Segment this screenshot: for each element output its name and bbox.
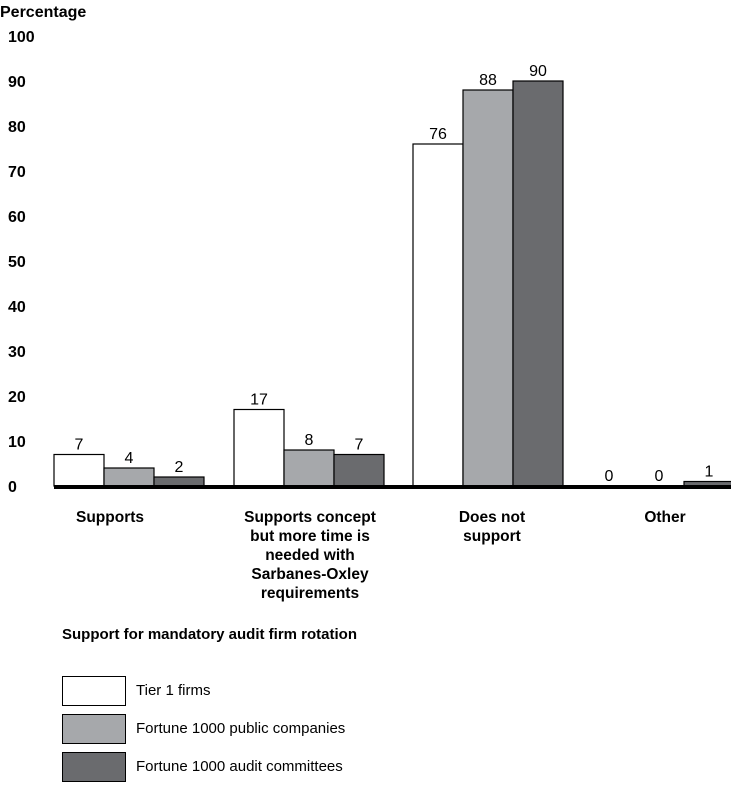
bar-value-label: 1 <box>705 464 714 481</box>
category-label-line: Other <box>644 509 686 526</box>
bar-value-label: 2 <box>175 459 184 476</box>
legend-label-public-companies: Fortune 1000 public companies <box>136 720 346 737</box>
legend-label-tier1: Tier 1 firms <box>136 682 211 699</box>
category-label-line: needed with <box>265 547 355 564</box>
y-tick-label: 90 <box>8 74 26 91</box>
bar <box>283 449 335 487</box>
bar <box>333 453 385 487</box>
legend-label-audit-committees: Fortune 1000 audit committees <box>136 758 343 775</box>
y-tick-label: 30 <box>8 344 26 361</box>
legend-item-audit-committees: Fortune 1000 audit committees <box>62 752 562 784</box>
bar <box>412 143 464 487</box>
bar-value-label: 7 <box>355 437 364 454</box>
bar-value-label: 0 <box>605 468 614 485</box>
category-label-line: Supports <box>75 509 145 526</box>
bar-value-label: 7 <box>75 437 84 454</box>
x-axis-title: Support for mandatory audit firm rotatio… <box>62 626 357 643</box>
y-tick-label: 100 <box>8 29 35 46</box>
bar <box>53 453 105 487</box>
y-tick-label: 20 <box>8 389 26 406</box>
category-label-line: but more time is <box>250 528 370 545</box>
bar <box>153 476 205 487</box>
legend-swatch-tier1 <box>62 676 126 706</box>
y-tick-label: 50 <box>8 254 26 271</box>
bar-value-label: 0 <box>655 468 664 485</box>
bar-value-label: 8 <box>305 432 314 449</box>
category-label-supports-concept: Supports concept but more time is needed w… <box>215 508 405 603</box>
category-label-other: Other <box>570 508 731 527</box>
bar-value-label: 4 <box>125 450 134 467</box>
category-label-line: Sarbanes-Oxley <box>251 566 369 583</box>
category-label-line: support <box>463 528 521 545</box>
y-tick-label: 80 <box>8 119 26 136</box>
category-label-line: requirements <box>260 585 360 602</box>
legend-item-public-companies: Fortune 1000 public companies <box>62 714 562 746</box>
category-label-line: Does not <box>458 509 526 526</box>
bar-value-label: 90 <box>529 63 547 80</box>
bar <box>512 80 564 487</box>
legend-swatch-public-companies <box>62 714 126 744</box>
bar-value-label: 88 <box>479 72 497 89</box>
y-tick-label: 0 <box>8 479 17 496</box>
y-tick-label: 10 <box>8 434 26 451</box>
y-tick-label: 40 <box>8 299 26 316</box>
legend-swatch-audit-committees <box>62 752 126 782</box>
y-axis-label: Percentage <box>0 4 87 21</box>
bar <box>462 89 514 487</box>
y-tick-label: 60 <box>8 209 26 226</box>
legend-item-tier1: Tier 1 firms <box>62 676 562 708</box>
bar <box>233 408 285 487</box>
bar-value-label: 76 <box>429 126 447 143</box>
bar-value-label: 17 <box>250 392 268 409</box>
y-tick-label: 70 <box>8 164 26 181</box>
bar <box>103 467 155 487</box>
category-label-does-not-support: Does not support <box>397 508 587 546</box>
category-label-line: Supports concept <box>244 509 376 526</box>
category-label-supports: Supports <box>15 508 205 527</box>
